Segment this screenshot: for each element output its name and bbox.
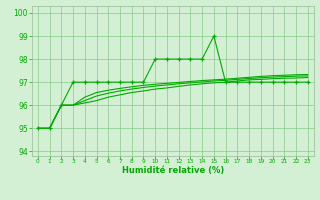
X-axis label: Humidité relative (%): Humidité relative (%) (122, 166, 224, 175)
